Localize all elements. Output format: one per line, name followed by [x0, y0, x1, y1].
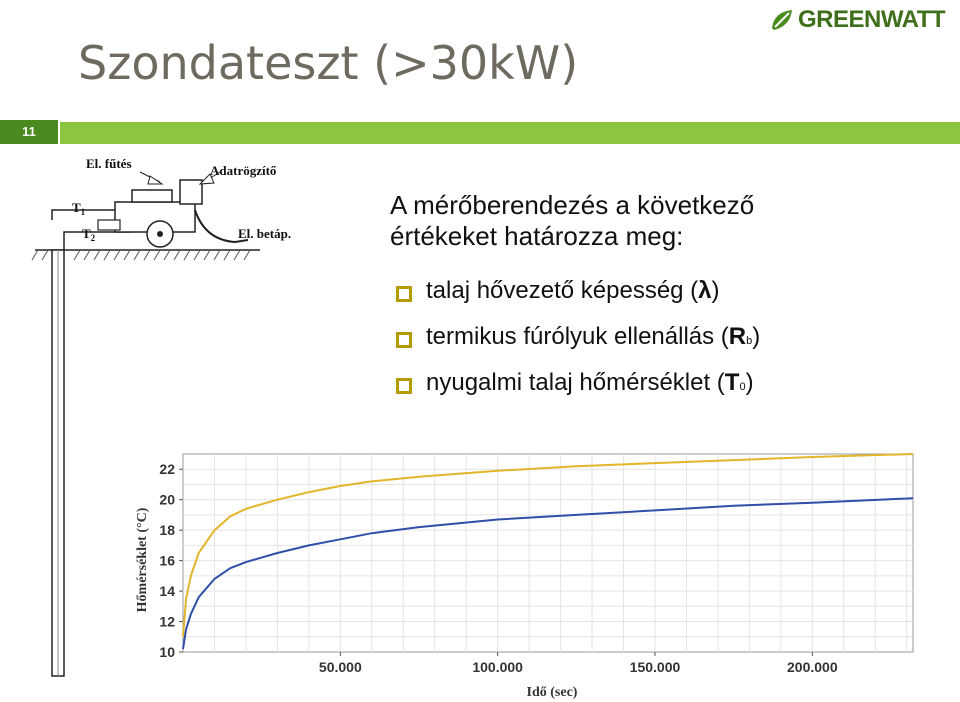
page-title: Szondateszt (>30kW)	[78, 36, 579, 90]
bullet-label: talaj hővezető képesség (	[426, 277, 699, 304]
temperature-chart: 10 12 14 16 18 20 22 50.000 100.000 150.000 200.00…	[135, 453, 914, 700]
title-divider	[60, 122, 960, 144]
y-tick-label: 14	[159, 583, 175, 599]
logo-text: GREENWATT	[798, 6, 946, 33]
slide-number: 11	[0, 120, 58, 144]
probe-diagram: El. fűtés Adatrögzítő El. betáp. T1 T2	[31, 156, 291, 677]
bullet-symbol: R	[728, 323, 747, 350]
label-t2: T2	[82, 226, 96, 243]
y-tick-label: 12	[159, 614, 175, 630]
bullet-subscript: b	[746, 335, 753, 347]
square-bullet-icon	[396, 378, 412, 394]
bullet-subscript: 0	[739, 381, 746, 393]
x-tick-label: 100.000	[472, 659, 523, 675]
series-line-lower	[182, 497, 914, 650]
x-tick-label: 200.000	[787, 659, 838, 675]
plot-area	[182, 453, 914, 653]
label-logger: Adatrögzítő	[210, 163, 277, 178]
bullet-symbol: λ	[698, 277, 712, 304]
label-t2-sub: 2	[91, 233, 96, 243]
greenwatt-logo: GREENWATT	[770, 6, 950, 34]
intro-line-2: értékeket határozza meg:	[390, 221, 684, 251]
bullet-close: )	[745, 369, 754, 396]
square-bullet-icon	[396, 286, 412, 302]
label-t2-main: T	[82, 226, 91, 241]
intro-text: A mérőberendezés a következő értékeket h…	[390, 190, 754, 252]
bullet-label: termikus fúrólyuk ellenállás (	[426, 323, 729, 350]
intro-line-1: A mérőberendezés a következő	[390, 190, 755, 220]
y-axis-label: Hőmérséklet (°C)	[135, 507, 150, 612]
label-power: El. betáp.	[238, 226, 291, 241]
bullet-label: nyugalmi talaj hőmérséklet (	[426, 369, 725, 396]
label-t1: T1	[72, 200, 86, 217]
square-bullet-icon	[396, 332, 412, 348]
x-axis-label: Idő (sec)	[527, 685, 578, 700]
bullet-close: )	[711, 277, 720, 304]
logo-leaf-icon	[772, 10, 792, 30]
y-tick-label: 16	[159, 553, 175, 569]
x-tick-label: 150.000	[630, 659, 681, 675]
y-tick-label: 22	[159, 461, 175, 477]
y-tick-label: 10	[159, 644, 175, 660]
y-tick-label: 20	[159, 492, 175, 508]
bullet-close: )	[752, 323, 761, 350]
label-t1-main: T	[72, 200, 81, 215]
bullet-symbol: T	[724, 369, 740, 396]
y-tick-label: 18	[159, 522, 175, 538]
x-tick-label: 50.000	[319, 659, 362, 675]
series-line-upper	[182, 453, 914, 637]
label-heating: El. fűtés	[86, 156, 132, 171]
label-t1-sub: 1	[81, 207, 86, 217]
